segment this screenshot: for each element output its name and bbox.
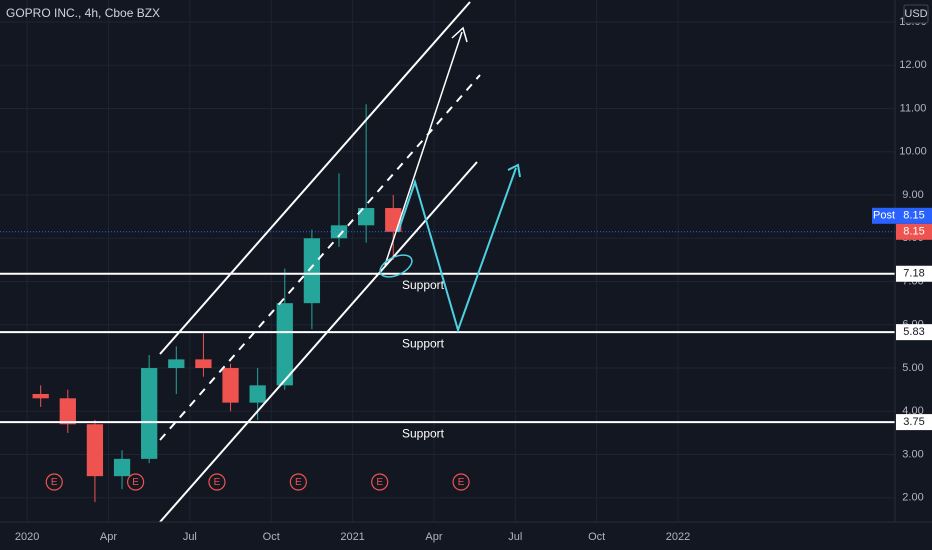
candle-body xyxy=(32,393,49,399)
support-label: Support xyxy=(402,426,445,440)
levels: Support Support Support xyxy=(0,231,895,440)
y-tick-label: 5.00 xyxy=(902,362,923,374)
candle-body xyxy=(222,368,239,403)
y-tick-label: 11.00 xyxy=(900,102,927,114)
candle-body xyxy=(276,303,293,386)
drawings xyxy=(159,1,521,523)
event-marker xyxy=(371,473,389,491)
y-tick-label: 2.00 xyxy=(902,492,923,504)
y-tick-label: 10.00 xyxy=(899,146,927,158)
event-label: E xyxy=(295,477,302,488)
candle-body xyxy=(113,458,131,477)
x-tick-label: Apr xyxy=(100,531,117,543)
candle-body xyxy=(141,368,158,459)
candle-body xyxy=(86,424,104,477)
x-tick-label: Jul xyxy=(183,531,197,543)
chart-title: GOPRO INC., 4h, Cboe BZX xyxy=(6,6,160,20)
candle-body xyxy=(195,359,212,369)
arrow-up xyxy=(384,31,463,266)
highlight-ellipse xyxy=(379,254,413,278)
x-tick-label: 2020 xyxy=(15,531,39,543)
x-tick-label: 2021 xyxy=(340,531,364,543)
y-tick-label: 3.00 xyxy=(902,448,923,460)
y-tick-label: 12.00 xyxy=(899,59,927,71)
channel-lower xyxy=(159,161,478,523)
x-tick-label: Jul xyxy=(508,531,522,543)
y-tick-label: 9.00 xyxy=(902,189,923,201)
projection-path xyxy=(397,167,517,334)
support-label: Support xyxy=(402,336,445,350)
event-marker xyxy=(45,473,63,491)
event-label: E xyxy=(376,477,383,488)
level-tag-label: 3.75 xyxy=(903,416,924,428)
candle-body xyxy=(358,208,375,226)
support-label: Support xyxy=(402,278,445,292)
event-label: E xyxy=(458,477,465,488)
candle-body xyxy=(59,398,76,425)
post-tag xyxy=(872,207,932,224)
event-marker xyxy=(289,473,307,491)
currency: USD xyxy=(904,8,927,20)
x-tick-label: 2022 xyxy=(666,531,690,543)
event-label: E xyxy=(51,477,58,488)
level-tag xyxy=(896,414,932,431)
post-tag-value: 8.15 xyxy=(903,210,924,222)
channel-upper xyxy=(159,1,471,355)
level-tag xyxy=(896,265,932,282)
event-marker xyxy=(452,473,470,491)
event-label: E xyxy=(214,477,221,488)
level-tag xyxy=(896,324,932,341)
level-tag-label: 7.18 xyxy=(903,268,924,280)
channel-mid xyxy=(159,74,481,441)
candle-body xyxy=(303,238,321,304)
x-tick-label: Oct xyxy=(588,531,605,543)
candle-body xyxy=(168,359,185,369)
x-tick-label: Oct xyxy=(263,531,280,543)
grid xyxy=(0,0,895,522)
projection-head xyxy=(507,163,521,178)
event-marker xyxy=(208,473,226,491)
post-tag-name: Post xyxy=(873,210,895,222)
level-tag-label: 5.83 xyxy=(903,326,924,338)
x-tick-label: Apr xyxy=(425,531,442,543)
currency-box xyxy=(903,4,929,24)
arrow-head xyxy=(451,26,468,43)
candle-body xyxy=(249,385,266,403)
event-label: E xyxy=(132,477,139,488)
event-marker xyxy=(127,473,145,491)
last-price-tag xyxy=(896,223,932,240)
last-price-label: 8.15 xyxy=(903,226,924,238)
candles xyxy=(32,104,402,503)
